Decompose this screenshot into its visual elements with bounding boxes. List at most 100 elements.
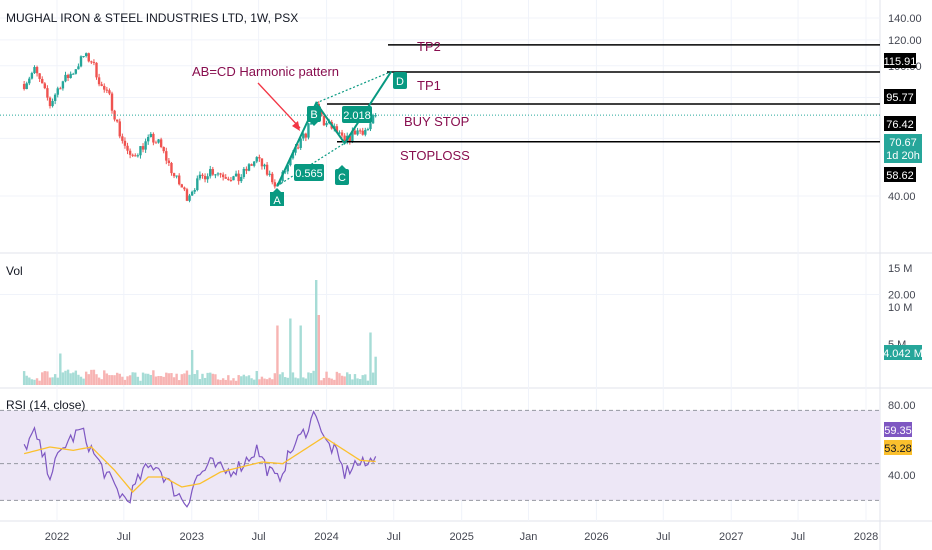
price-candle [250, 163, 253, 166]
price-candle [157, 138, 160, 144]
price-candle [198, 171, 202, 181]
price-candle [211, 166, 215, 176]
candle-body [147, 137, 150, 142]
volume-bar [196, 370, 199, 385]
ratio-cd-badge[interactable]: 2.018 [342, 106, 372, 123]
price-candle [66, 73, 70, 82]
candle-body [180, 184, 184, 188]
point-c-badge[interactable]: C [335, 165, 349, 185]
candle-body [167, 160, 171, 163]
candle-body [229, 179, 233, 181]
volume-bar [281, 372, 284, 385]
candle-body [131, 154, 134, 156]
price-candle [268, 170, 271, 177]
candle-body [59, 88, 62, 90]
volume-bar [149, 374, 152, 385]
price-candle [209, 165, 212, 179]
price-candle [108, 88, 111, 96]
candle-body [294, 147, 297, 153]
volume-bar [105, 373, 109, 385]
price-candle [260, 158, 264, 170]
candle-body [136, 155, 140, 157]
volume-bar [110, 375, 114, 385]
point-d-badge[interactable]: D [393, 72, 407, 89]
point-a-badge[interactable]: A [270, 188, 284, 207]
candle-body [255, 157, 258, 162]
volume-bar [193, 373, 196, 385]
volume-bar [144, 373, 147, 385]
volume-bar [25, 375, 28, 385]
volume-bar [35, 378, 39, 385]
candle-body [325, 123, 328, 126]
candle-body [41, 78, 44, 84]
volume-bar [165, 372, 168, 385]
price-candle [245, 166, 248, 175]
candle-body [128, 150, 132, 155]
volume-bar [260, 376, 264, 385]
price-candle [110, 91, 114, 114]
volume-bar [276, 325, 279, 385]
svg-text:B: B [310, 109, 317, 121]
price-candle [322, 114, 326, 127]
price-candle [361, 127, 364, 136]
price-candle [162, 146, 165, 154]
volume-bar [227, 375, 230, 385]
time-axis[interactable]: 2022 Jul 2023 Jul 2024 Jul 2025 Jan 2026 Jul 2027 J… [45, 531, 878, 543]
candle-body [141, 146, 145, 150]
price-candle [82, 55, 85, 58]
volume-bar [178, 380, 181, 385]
price-label-stoploss: 58.62 [884, 167, 916, 182]
candle-body [118, 121, 121, 137]
candle-body [170, 162, 173, 174]
volume-bar [374, 356, 377, 385]
volume-bar [242, 374, 246, 385]
point-b-badge[interactable]: B [307, 106, 321, 126]
pattern-bd-dotted [315, 71, 392, 104]
candle-body [48, 97, 52, 107]
candle-body [33, 67, 36, 74]
rsi-tick-80: 80.00 [888, 400, 916, 412]
pattern-title-annotation: AB=CD Harmonic pattern [192, 64, 339, 79]
price-candle [95, 62, 98, 80]
rsi-line[interactable] [23, 410, 377, 508]
time-tick-label: 2028 [854, 531, 878, 543]
svg-text:115.91: 115.91 [884, 56, 917, 68]
price-candle [74, 69, 78, 75]
candle-body [268, 173, 271, 175]
price-candle [325, 120, 328, 128]
candle-body [149, 133, 152, 138]
price-candle [113, 109, 116, 122]
volume-bar [152, 370, 155, 385]
time-tick-label: 2025 [449, 531, 473, 543]
price-candle [126, 142, 129, 155]
volume-bar [157, 375, 160, 385]
time-tick-label: 2026 [584, 531, 608, 543]
volume-tick-15m: 15 M [888, 263, 912, 275]
volume-bar [136, 376, 140, 385]
price-candle [237, 170, 240, 185]
candle-body [74, 69, 78, 74]
volume-bar [255, 370, 258, 385]
price-tick-label: 40.00 [888, 191, 916, 203]
volume-bar [307, 372, 310, 385]
price-candle [299, 136, 302, 151]
candle-body [154, 142, 158, 144]
volume-bar [294, 377, 297, 385]
price-label-tp2: 115.91 [884, 53, 917, 68]
candle-body [97, 77, 101, 85]
volume-bar [237, 375, 240, 385]
volume-bar [240, 376, 243, 385]
rsi-pane-title: RSI (14, close) [6, 398, 85, 412]
price-candle [358, 128, 362, 134]
price-candle [56, 86, 59, 98]
annotation-arrow [257, 82, 301, 129]
price-candle [53, 93, 57, 105]
price-candle [77, 63, 80, 70]
volume-bar [206, 372, 209, 385]
rsi-ma-line[interactable] [23, 436, 376, 493]
price-candle [22, 81, 26, 91]
ratio-bc-badge[interactable]: 0.565 [294, 164, 324, 181]
volume-bar [219, 379, 222, 385]
volume-bar [338, 373, 341, 385]
